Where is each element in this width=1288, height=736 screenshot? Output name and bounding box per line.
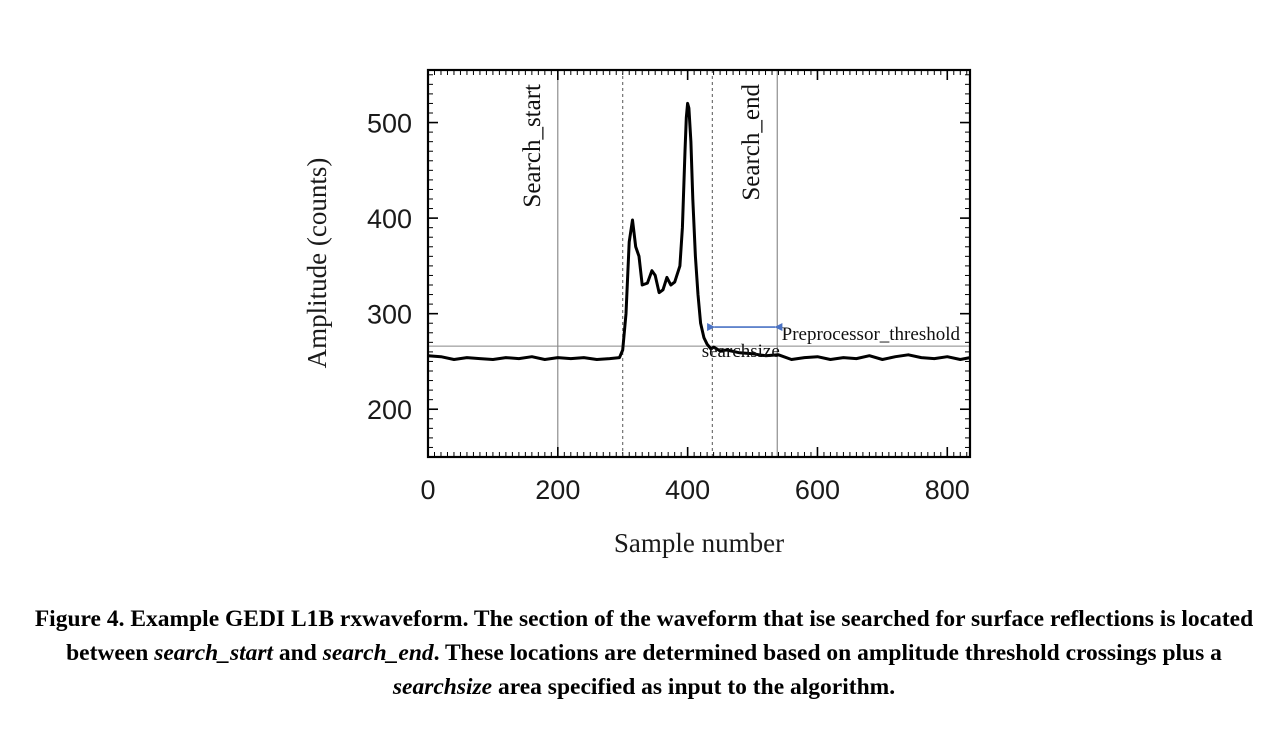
caption-term-search-end: search_end bbox=[322, 640, 434, 666]
caption-term-search-start: search_start bbox=[154, 640, 274, 666]
searchsize-label: searchsize bbox=[702, 341, 780, 362]
annotation-labels: Search_start Search_end Preprocessor_thres… bbox=[519, 84, 961, 363]
x-tick-label: 800 bbox=[925, 475, 970, 505]
y-tick-label: 200 bbox=[367, 395, 412, 425]
plot-frame bbox=[426, 68, 972, 459]
y-tick-label: 300 bbox=[367, 300, 412, 330]
y-axis-title: Amplitude (counts) bbox=[302, 158, 332, 369]
vertical-line-label: Search_start bbox=[519, 84, 546, 208]
x-tick-labels: 0 200 400 600 800 bbox=[420, 475, 969, 505]
plot-area bbox=[428, 70, 970, 457]
y-minor-ticks bbox=[428, 74, 970, 458]
caption-term-searchsize: searchsize bbox=[392, 674, 493, 700]
waveform-series-line bbox=[427, 101, 971, 361]
y-tick-label: 400 bbox=[367, 204, 412, 234]
vertical-line-label: Search_end bbox=[738, 84, 765, 201]
y-tick-labels: 200 300 400 500 bbox=[367, 109, 412, 426]
x-axis-title: Sample number bbox=[614, 528, 784, 558]
y-major-ticks bbox=[428, 121, 970, 411]
reference-lines bbox=[428, 70, 970, 457]
x-tick-label: 0 bbox=[420, 475, 435, 505]
caption-mid-2: . These locations are determined based o… bbox=[433, 640, 1222, 666]
x-tick-label: 600 bbox=[795, 475, 840, 505]
caption-suffix: area specified as input to the algorithm… bbox=[492, 674, 896, 700]
x-tick-label: 200 bbox=[535, 475, 580, 505]
y-tick-label: 500 bbox=[367, 109, 412, 139]
threshold-label: Preprocessor_threshold bbox=[782, 324, 961, 345]
caption-prefix: Figure 4. Example GEDI L1B rxwaveform. T… bbox=[34, 606, 1254, 666]
caption-mid-1: and bbox=[273, 640, 323, 666]
x-major-ticks bbox=[427, 70, 949, 457]
figure-caption: Figure 4. Example GEDI L1B rxwaveform. T… bbox=[20, 602, 1268, 704]
x-tick-label: 400 bbox=[665, 475, 710, 505]
